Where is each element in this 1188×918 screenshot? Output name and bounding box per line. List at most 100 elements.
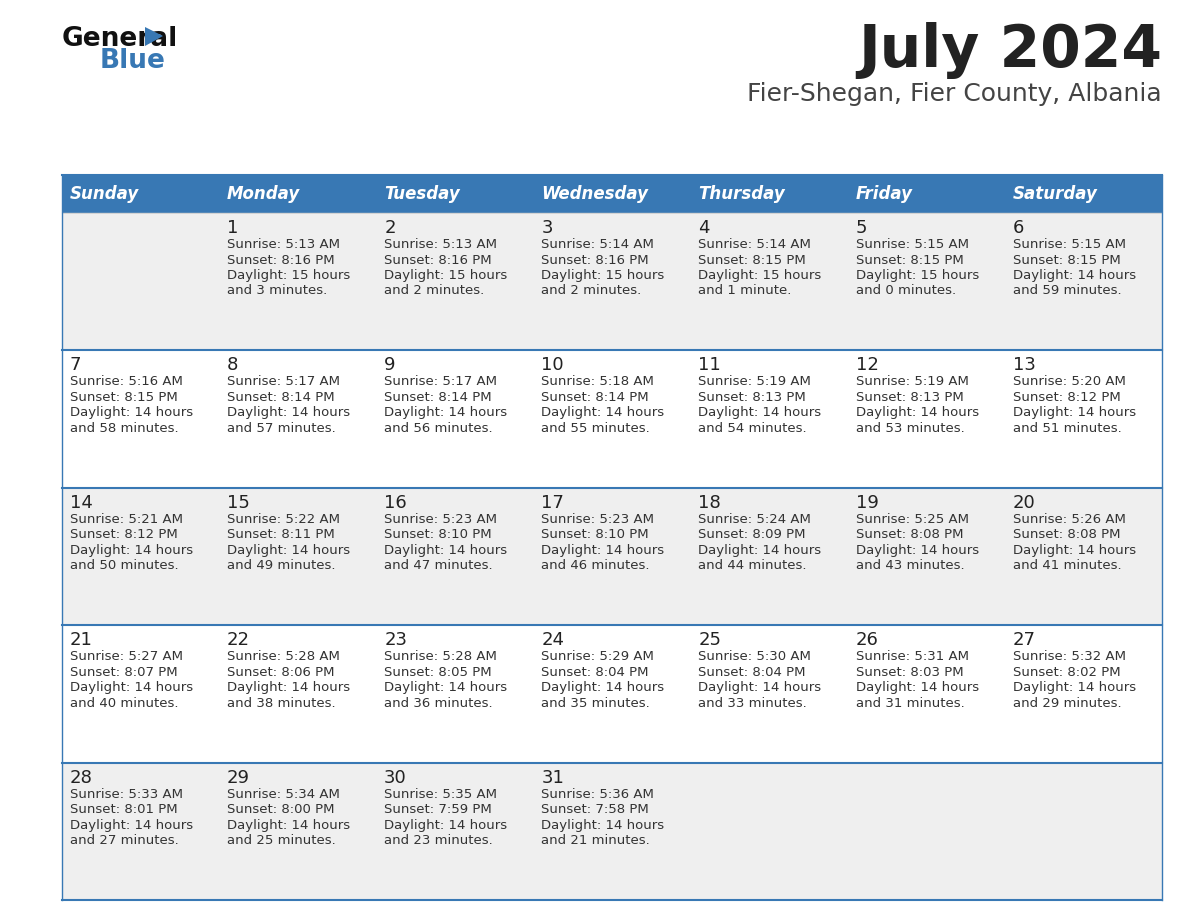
Text: Daylight: 14 hours: Daylight: 14 hours (542, 407, 664, 420)
Text: 10: 10 (542, 356, 564, 375)
Text: Sunset: 8:09 PM: Sunset: 8:09 PM (699, 528, 805, 542)
Text: Sunrise: 5:13 AM: Sunrise: 5:13 AM (227, 238, 340, 251)
Text: 6: 6 (1012, 219, 1024, 237)
Bar (62, 175, 219, 213)
Text: Sunrise: 5:28 AM: Sunrise: 5:28 AM (227, 650, 340, 663)
Text: Daylight: 14 hours: Daylight: 14 hours (542, 819, 664, 832)
Text: and 49 minutes.: and 49 minutes. (227, 559, 335, 572)
Bar (377, 351, 533, 487)
Text: Sunset: 8:15 PM: Sunset: 8:15 PM (70, 391, 178, 404)
Bar (533, 351, 690, 487)
Text: Daylight: 14 hours: Daylight: 14 hours (855, 681, 979, 694)
Bar (848, 763, 1005, 900)
Text: Sunrise: 5:19 AM: Sunrise: 5:19 AM (855, 375, 968, 388)
Bar (848, 175, 1005, 213)
Text: 2: 2 (384, 219, 396, 237)
Text: Daylight: 14 hours: Daylight: 14 hours (384, 407, 507, 420)
Bar (62, 351, 219, 487)
Text: Friday: Friday (855, 185, 912, 203)
Text: and 23 minutes.: and 23 minutes. (384, 834, 493, 847)
Text: Wednesday: Wednesday (542, 185, 649, 203)
Text: 14: 14 (70, 494, 93, 512)
Text: Daylight: 15 hours: Daylight: 15 hours (855, 269, 979, 282)
Text: Daylight: 15 hours: Daylight: 15 hours (384, 269, 507, 282)
Text: Sunrise: 5:16 AM: Sunrise: 5:16 AM (70, 375, 183, 388)
Text: Sunset: 8:15 PM: Sunset: 8:15 PM (699, 253, 807, 266)
Text: Daylight: 15 hours: Daylight: 15 hours (542, 269, 664, 282)
Bar (219, 625, 377, 763)
Text: Sunset: 8:11 PM: Sunset: 8:11 PM (227, 528, 335, 542)
Text: and 1 minute.: and 1 minute. (699, 285, 792, 297)
Text: and 56 minutes.: and 56 minutes. (384, 422, 493, 435)
Text: and 36 minutes.: and 36 minutes. (384, 697, 493, 710)
Text: Daylight: 14 hours: Daylight: 14 hours (699, 407, 822, 420)
Text: and 51 minutes.: and 51 minutes. (1012, 422, 1121, 435)
Text: 3: 3 (542, 219, 552, 237)
Text: and 41 minutes.: and 41 minutes. (1012, 559, 1121, 572)
Text: Daylight: 14 hours: Daylight: 14 hours (1012, 407, 1136, 420)
Text: Daylight: 14 hours: Daylight: 14 hours (70, 543, 192, 557)
Text: Sunset: 8:10 PM: Sunset: 8:10 PM (384, 528, 492, 542)
Bar (1005, 351, 1162, 487)
Text: and 29 minutes.: and 29 minutes. (1012, 697, 1121, 710)
Text: Monday: Monday (227, 185, 301, 203)
Text: and 33 minutes.: and 33 minutes. (699, 697, 807, 710)
Text: Sunset: 7:58 PM: Sunset: 7:58 PM (542, 803, 649, 816)
Text: Sunset: 8:08 PM: Sunset: 8:08 PM (1012, 528, 1120, 542)
Text: Sunset: 7:59 PM: Sunset: 7:59 PM (384, 803, 492, 816)
Text: Sunrise: 5:33 AM: Sunrise: 5:33 AM (70, 788, 183, 800)
Text: and 2 minutes.: and 2 minutes. (384, 285, 485, 297)
Text: Sunset: 8:16 PM: Sunset: 8:16 PM (227, 253, 335, 266)
Text: 25: 25 (699, 632, 721, 649)
Bar (377, 175, 533, 213)
Text: Sunrise: 5:34 AM: Sunrise: 5:34 AM (227, 788, 340, 800)
Text: 1: 1 (227, 219, 239, 237)
Text: Sunrise: 5:23 AM: Sunrise: 5:23 AM (542, 513, 655, 526)
Text: and 0 minutes.: and 0 minutes. (855, 285, 955, 297)
Text: Sunset: 8:00 PM: Sunset: 8:00 PM (227, 803, 335, 816)
Text: Sunrise: 5:29 AM: Sunrise: 5:29 AM (542, 650, 655, 663)
Text: Sunset: 8:16 PM: Sunset: 8:16 PM (384, 253, 492, 266)
Text: and 2 minutes.: and 2 minutes. (542, 285, 642, 297)
Text: 31: 31 (542, 768, 564, 787)
Text: 16: 16 (384, 494, 407, 512)
Text: and 25 minutes.: and 25 minutes. (227, 834, 336, 847)
Text: Sunset: 8:10 PM: Sunset: 8:10 PM (542, 528, 649, 542)
Text: 7: 7 (70, 356, 81, 375)
Text: Sunrise: 5:31 AM: Sunrise: 5:31 AM (855, 650, 968, 663)
Polygon shape (145, 27, 163, 46)
Bar (219, 487, 377, 625)
Text: 5: 5 (855, 219, 867, 237)
Text: and 3 minutes.: and 3 minutes. (227, 285, 327, 297)
Text: Sunset: 8:04 PM: Sunset: 8:04 PM (542, 666, 649, 678)
Text: Sunset: 8:07 PM: Sunset: 8:07 PM (70, 666, 177, 678)
Bar (219, 351, 377, 487)
Text: Sunrise: 5:32 AM: Sunrise: 5:32 AM (1012, 650, 1126, 663)
Text: Sunday: Sunday (70, 185, 139, 203)
Text: 27: 27 (1012, 632, 1036, 649)
Text: 24: 24 (542, 632, 564, 649)
Text: Sunrise: 5:17 AM: Sunrise: 5:17 AM (227, 375, 340, 388)
Text: Sunrise: 5:15 AM: Sunrise: 5:15 AM (855, 238, 968, 251)
Bar (1005, 487, 1162, 625)
Text: Daylight: 14 hours: Daylight: 14 hours (699, 681, 822, 694)
Text: July 2024: July 2024 (858, 22, 1162, 79)
Bar (377, 763, 533, 900)
Text: Sunrise: 5:30 AM: Sunrise: 5:30 AM (699, 650, 811, 663)
Text: Sunrise: 5:13 AM: Sunrise: 5:13 AM (384, 238, 497, 251)
Bar (690, 763, 848, 900)
Text: Blue: Blue (100, 48, 166, 74)
Text: Daylight: 14 hours: Daylight: 14 hours (227, 543, 350, 557)
Text: Sunset: 8:13 PM: Sunset: 8:13 PM (699, 391, 807, 404)
Text: Daylight: 14 hours: Daylight: 14 hours (227, 681, 350, 694)
Text: Sunrise: 5:14 AM: Sunrise: 5:14 AM (542, 238, 655, 251)
Text: 22: 22 (227, 632, 249, 649)
Text: Daylight: 14 hours: Daylight: 14 hours (227, 819, 350, 832)
Text: 29: 29 (227, 768, 249, 787)
Text: Daylight: 14 hours: Daylight: 14 hours (855, 543, 979, 557)
Bar (62, 487, 219, 625)
Text: 9: 9 (384, 356, 396, 375)
Bar (1005, 763, 1162, 900)
Text: Sunset: 8:04 PM: Sunset: 8:04 PM (699, 666, 805, 678)
Bar (690, 175, 848, 213)
